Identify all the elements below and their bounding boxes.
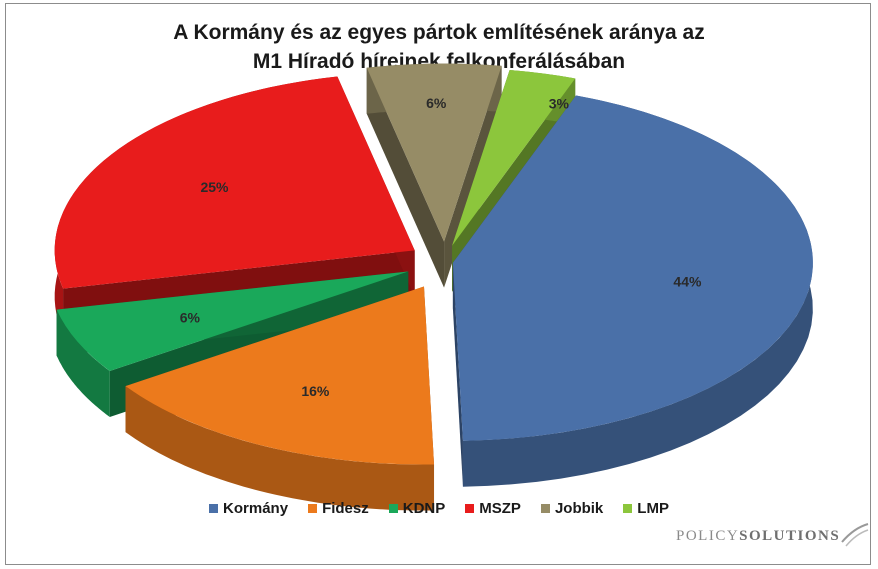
- pie-slice-3-wall: [56, 309, 110, 417]
- legend-label-1: Kormány: [223, 500, 289, 517]
- legend-swatch-5: [540, 504, 550, 513]
- pie-slice-4-top: [54, 76, 415, 289]
- legend-item-6: LMP: [623, 500, 669, 517]
- data-label-6: 3%: [549, 95, 570, 111]
- chart-title-line-2: M1 Híradó híreinek felkonferálásában: [252, 50, 626, 73]
- brand-mark-icon: [841, 523, 869, 547]
- pie-slice-5-top: [366, 63, 502, 242]
- legend-label-2: Fidesz: [322, 500, 369, 517]
- chart-title-line-1: A Kormány és az egyes pártok említésének…: [173, 21, 705, 44]
- pie-slice-2: [125, 286, 435, 511]
- legend-item-2: Fidesz: [308, 500, 369, 517]
- brand-logo-part-1: POLICY: [676, 528, 740, 544]
- legend-swatch-3: [388, 504, 398, 513]
- pie-slice-5-side-start: [366, 67, 445, 288]
- data-label-1: 44%: [673, 274, 702, 290]
- pie-slice-1: [452, 95, 813, 487]
- data-label-4: 25%: [200, 179, 229, 195]
- chart-title: A Kormány és az egyes pártok említésének…: [0, 18, 878, 76]
- data-label-3: 6%: [180, 310, 201, 326]
- legend-item-4: MSZP: [465, 500, 521, 517]
- legend-item-3: KDNP: [388, 500, 446, 517]
- data-label-2: 16%: [301, 383, 330, 399]
- pie-slice-3-top: [56, 271, 409, 371]
- legend-swatch-2: [308, 504, 318, 513]
- legend-label-3: KDNP: [402, 500, 446, 517]
- brand-logo-part-2: SOLUTIONS: [739, 528, 841, 544]
- pie-slice-1-side-end: [452, 262, 463, 487]
- legend-swatch-6: [623, 504, 633, 513]
- pie-slice-6-top: [452, 70, 576, 246]
- brand-logo: POLICYSOLUTIONS: [676, 528, 840, 545]
- legend-label-5: Jobbik: [554, 500, 604, 517]
- legend-label-4: MSZP: [479, 500, 521, 517]
- data-label-5: 6%: [426, 95, 447, 111]
- pie-slice-1-top: [452, 95, 813, 441]
- legend-item-5: Jobbik: [540, 500, 604, 517]
- pie-slice-5: [366, 63, 502, 288]
- legend-item-1: Kormány: [209, 500, 288, 517]
- pie-slice-2-top: [125, 286, 435, 465]
- legend-swatch-1: [209, 504, 219, 513]
- pie-slice-1-wall: [462, 95, 813, 487]
- chart-legend: Kormány Fidesz KDNP MSZP Jobbik LMP: [0, 500, 878, 517]
- legend-swatch-4: [465, 504, 475, 513]
- legend-label-6: LMP: [637, 500, 669, 517]
- pie-slice-2-wall: [125, 386, 434, 511]
